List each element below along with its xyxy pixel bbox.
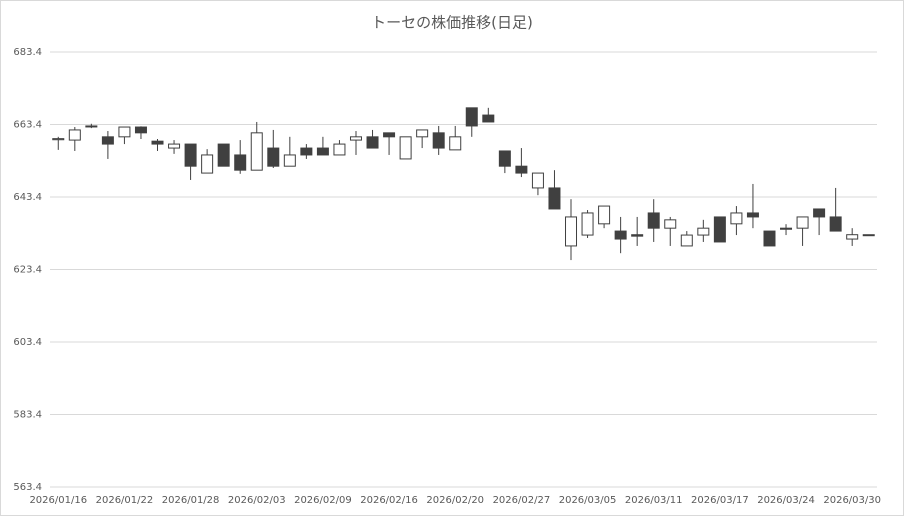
candle-body: [416, 129, 429, 138]
candle-body: [234, 154, 247, 171]
candle-body: [101, 136, 114, 145]
candle-body: [300, 147, 313, 156]
candle-body: [52, 138, 65, 141]
y-tick-label: 623.4: [13, 265, 42, 276]
candle-body: [68, 129, 81, 141]
candle-body: [796, 216, 809, 229]
candle-body: [780, 227, 793, 230]
candle-body: [813, 208, 826, 218]
candle-body: [531, 172, 544, 189]
candle-body: [250, 132, 263, 171]
candle-body: [151, 140, 164, 145]
candle-body: [713, 216, 726, 243]
candle-body: [201, 154, 214, 174]
x-tick-label: 2026/02/16: [360, 495, 418, 506]
x-tick-label: 2026/03/24: [757, 495, 815, 506]
candle-body: [697, 227, 710, 236]
candle-body: [515, 165, 528, 174]
y-tick-label: 683.4: [13, 47, 42, 58]
candle-body: [283, 154, 296, 167]
candle-body: [465, 107, 478, 127]
candle-body: [482, 114, 495, 123]
candle-body: [184, 143, 197, 167]
x-tick-label: 2026/01/16: [29, 495, 87, 506]
candle-body: [862, 234, 875, 237]
x-tick-label: 2026/02/09: [294, 495, 352, 506]
candle-body: [383, 132, 396, 138]
x-tick-label: 2026/03/11: [625, 495, 683, 506]
candle-body: [631, 234, 644, 237]
chart-title: トーセの株価推移(日足): [371, 14, 533, 32]
candle-body: [581, 212, 594, 236]
x-tick-label: 2026/03/17: [691, 495, 749, 506]
candle-body: [565, 216, 578, 247]
candle-body: [85, 125, 98, 128]
candle-body: [118, 126, 131, 138]
y-tick-label: 663.4: [13, 120, 42, 131]
y-tick-label: 563.4: [13, 482, 42, 493]
candle-body: [267, 147, 280, 167]
x-tick-label: 2026/01/28: [162, 495, 220, 506]
y-tick-label: 643.4: [13, 192, 42, 203]
candle-body: [134, 126, 147, 134]
candle-body: [548, 187, 561, 210]
y-tick-label: 603.4: [13, 337, 42, 348]
candle-body: [168, 143, 181, 149]
x-tick-label: 2026/02/27: [493, 495, 551, 506]
candle-body: [316, 147, 329, 156]
candle-body: [498, 150, 511, 167]
candle-body: [449, 136, 462, 151]
candle-body: [746, 212, 759, 218]
candle-body: [647, 212, 660, 229]
candle-body: [432, 132, 445, 149]
candle-body: [614, 230, 627, 240]
candle-body: [217, 143, 230, 167]
x-tick-label: 2026/03/30: [823, 495, 881, 506]
candle-body: [846, 234, 859, 240]
candle-body: [598, 205, 611, 225]
candle-body: [730, 212, 743, 225]
candle-body: [763, 230, 776, 247]
candle-body: [333, 143, 346, 156]
x-tick-label: 2026/02/03: [228, 495, 286, 506]
candle-body: [349, 136, 362, 141]
x-tick-label: 2026/03/05: [559, 495, 617, 506]
x-tick-label: 2026/01/22: [96, 495, 154, 506]
candle-body: [680, 234, 693, 247]
x-tick-label: 2026/02/20: [426, 495, 484, 506]
candle-body: [829, 216, 842, 232]
candle-body: [399, 136, 412, 160]
candle-body: [366, 136, 379, 149]
candle-body: [664, 219, 677, 229]
y-tick-label: 583.4: [13, 410, 42, 421]
